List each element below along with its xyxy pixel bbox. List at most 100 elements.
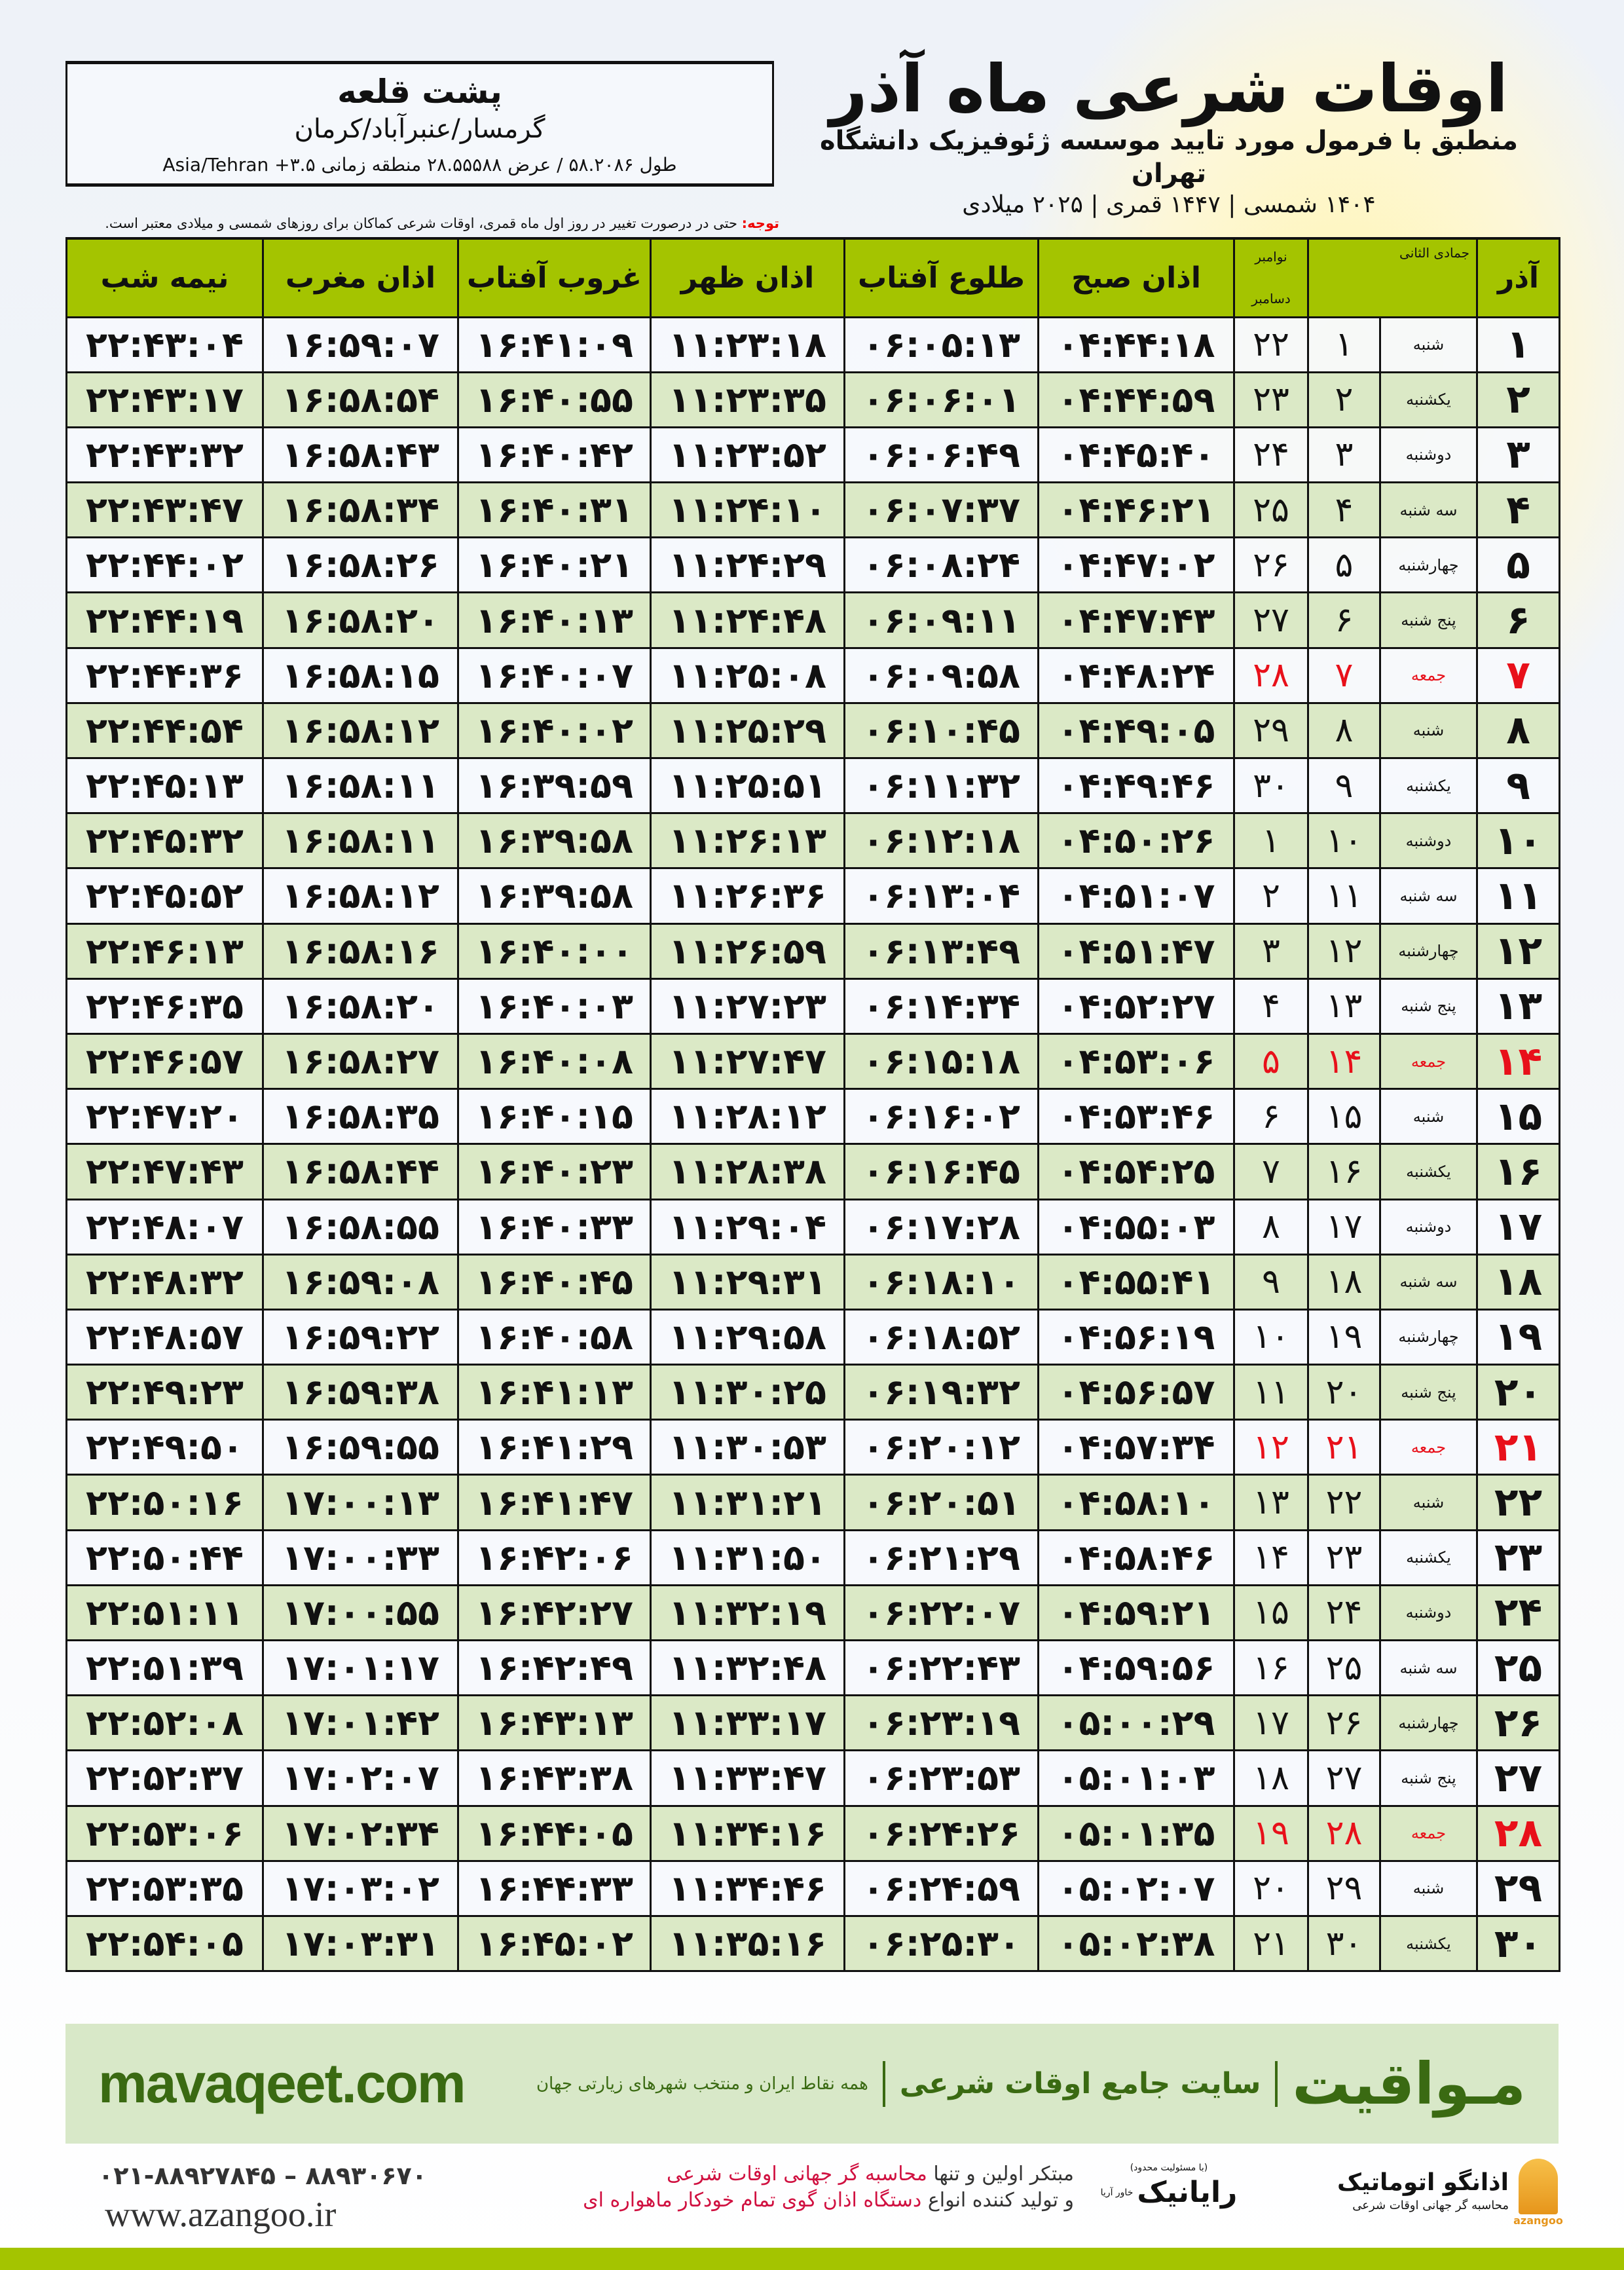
nimeshab-time: ۲۲:۴۳:۰۴ [65,316,264,373]
ghorub-time: ۱۶:۴۰:۰۷ [457,646,652,704]
weekday: شنبه [1379,1859,1478,1917]
ghorub-time: ۱۶:۴۱:۴۷ [457,1474,652,1531]
weekday: سه شنبه [1379,1639,1478,1697]
sobh-time: ۰۴:۵۱:۴۷ [1037,922,1235,980]
site-link[interactable]: mavaqeet.com [98,2053,466,2114]
ghorub-time: ۱۶:۳۹:۵۸ [457,812,652,870]
ghorub-time: ۱۶:۴۵:۰۲ [457,1914,652,1973]
header-sobh: اذان صبح [1037,237,1235,318]
gregorian-day: ۹ [1233,1253,1309,1311]
gregorian-day: ۲۳ [1233,371,1309,428]
hijri-day: ۲۹ [1307,1859,1381,1917]
sobh-time: ۰۴:۴۷:۰۲ [1037,536,1235,594]
tolu-time: ۰۶:۱۱:۳۲ [843,756,1039,815]
sobh-time: ۰۵:۰۲:۳۸ [1037,1914,1235,1973]
day-number: ۷ [1476,646,1560,704]
ghorub-time: ۱۶:۴۲:۲۷ [457,1584,652,1642]
table-row: ۱۰ دوشنبه ۱۰ ۱ ۰۴:۵۰:۲۶ ۰۶:۱۲:۱۸ ۱۱:۲۶:۱۳ ۱۶:۳۹… [65,812,1560,870]
zohr-time: ۱۱:۳۳:۱۷ [650,1694,845,1752]
sobh-time: ۰۴:۵۷:۳۴ [1037,1419,1235,1476]
zohr-time: ۱۱:۲۹:۳۱ [650,1253,845,1311]
nimeshab-time: ۲۲:۴۵:۳۲ [65,812,264,870]
maghreb-time: ۱۷:۰۱:۴۲ [262,1694,459,1752]
table-row: ۱۱ سه شنبه ۱۱ ۲ ۰۴:۵۱:۰۷ ۰۶:۱۳:۰۴ ۱۱:۲۶:۳۶ ۱۶:۳… [65,867,1560,925]
ghorub-time: ۱۶:۴۰:۵۸ [457,1308,652,1366]
table-row: ۴ سه شنبه ۴ ۲۵ ۰۴:۴۶:۲۱ ۰۶:۰۷:۳۷ ۱۱:۲۴:۱۰ ۱۶:۴۰… [65,481,1560,539]
logo1-name: رایانیک [1137,2176,1238,2209]
ghorub-time: ۱۶:۴۰:۵۵ [457,371,652,428]
weekday: پنج شنبه [1379,1749,1478,1807]
hijri-day: ۱ [1307,316,1381,373]
weekday: سه شنبه [1379,481,1478,539]
logo1-note: (با مسئولیت محدود) [1130,2163,1208,2173]
gregorian-day: ۱۴ [1233,1529,1309,1586]
ghorub-time: ۱۶:۴۰:۲۳ [457,1143,652,1200]
hijri-day: ۷ [1307,646,1381,704]
location-coordinates: طول ۵۸.۲۰۸۶ / عرض ۲۸.۵۵۵۸۸ منطقه زمانی ۳… [162,154,677,176]
zohr-time: ۱۱:۲۴:۴۸ [650,591,845,649]
hijri-day: ۲۷ [1307,1749,1381,1807]
hijri-day: ۲۱ [1307,1419,1381,1476]
logo2-name: اذانگو اتوماتیک [1337,2169,1509,2196]
maghreb-time: ۱۶:۵۹:۳۸ [262,1364,459,1421]
weekday: جمعه [1379,646,1478,704]
header-hijri: جمادی الثانی [1307,237,1478,318]
prayer-times-table: آذر جمادی الثانی نوامبر دسامبر اذان صبح ط… [65,237,1560,1973]
day-number: ۲ [1476,371,1560,428]
weekday: پنج شنبه [1379,1364,1478,1421]
weekday: سه شنبه [1379,1253,1478,1311]
gregorian-day: ۸ [1233,1198,1309,1256]
page-header: اوقات شرعی ماه آذر منطبق با فرمول مورد ت… [792,54,1545,220]
hijri-day: ۹ [1307,756,1381,815]
sobh-time: ۰۴:۵۸:۱۰ [1037,1474,1235,1531]
web-link[interactable]: www.azangoo.ir [105,2195,337,2234]
zohr-time: ۱۱:۲۶:۳۶ [650,867,845,925]
sobh-time: ۰۴:۴۴:۱۸ [1037,316,1235,373]
weekday: یکشنبه [1379,1914,1478,1973]
tolu-time: ۰۶:۲۲:۰۷ [843,1584,1039,1642]
nimeshab-time: ۲۲:۴۹:۲۳ [65,1364,264,1421]
header-maghreb: اذان مغرب [262,237,459,318]
day-number: ۲۰ [1476,1364,1560,1421]
day-number: ۱۳ [1476,977,1560,1035]
table-row: ۶ پنج شنبه ۶ ۲۷ ۰۴:۴۷:۴۳ ۰۶:۰۹:۱۱ ۱۱:۲۴:۴۸ ۱۶:۴… [65,591,1560,649]
maghreb-time: ۱۷:۰۱:۱۷ [262,1639,459,1697]
zohr-time: ۱۱:۳۲:۴۸ [650,1639,845,1697]
table-row: ۱۶ یکشنبه ۱۶ ۷ ۰۴:۵۴:۲۵ ۰۶:۱۶:۴۵ ۱۱:۲۸:۳۸ ۱۶:۴۰… [65,1143,1560,1200]
zohr-time: ۱۱:۲۶:۱۳ [650,812,845,870]
note: توجه: حتی در درصورت تغییر در روز اول ماه… [26,215,779,232]
nimeshab-time: ۲۲:۴۴:۰۲ [65,536,264,594]
gregorian-day: ۲۲ [1233,316,1309,373]
gregorian-day: ۲۱ [1233,1914,1309,1973]
sobh-time: ۰۴:۵۶:۵۷ [1037,1364,1235,1421]
hijri-day: ۱۷ [1307,1198,1381,1256]
hijri-day: ۱۹ [1307,1308,1381,1366]
zohr-time: ۱۱:۳۴:۴۶ [650,1859,845,1917]
weekday: دوشنبه [1379,426,1478,484]
gregorian-day: ۶ [1233,1088,1309,1145]
header-hijri-label: جمادی الثانی [1399,245,1469,261]
sobh-time: ۰۴:۵۶:۱۹ [1037,1308,1235,1366]
tolu-time: ۰۶:۰۶:۴۹ [843,426,1039,484]
sobh-time: ۰۴:۴۹:۰۵ [1037,701,1235,760]
zohr-time: ۱۱:۲۶:۵۹ [650,922,845,980]
bottom-bar [0,2248,1624,2270]
day-number: ۹ [1476,756,1560,815]
zohr-time: ۱۱:۲۸:۳۸ [650,1143,845,1200]
sobh-time: ۰۴:۵۵:۴۱ [1037,1253,1235,1311]
hijri-day: ۲۳ [1307,1529,1381,1586]
maghreb-time: ۱۶:۵۸:۵۴ [262,371,459,428]
nimeshab-time: ۲۲:۴۳:۴۷ [65,481,264,539]
page-title: اوقات شرعی ماه آذر [829,50,1509,127]
gregorian-day: ۴ [1233,977,1309,1035]
header-greg-bottom: دسامبر [1251,291,1291,307]
day-number: ۱۰ [1476,812,1560,870]
ghorub-time: ۱۶:۴۳:۱۳ [457,1694,652,1752]
sobh-time: ۰۵:۰۱:۰۳ [1037,1749,1235,1807]
header-zohr: اذان ظهر [650,237,845,318]
gregorian-day: ۱۹ [1233,1804,1309,1862]
maghreb-time: ۱۶:۵۸:۳۴ [262,481,459,539]
day-number: ۲۹ [1476,1859,1560,1917]
day-number: ۴ [1476,481,1560,539]
nimeshab-time: ۲۲:۵۲:۰۸ [65,1694,264,1752]
